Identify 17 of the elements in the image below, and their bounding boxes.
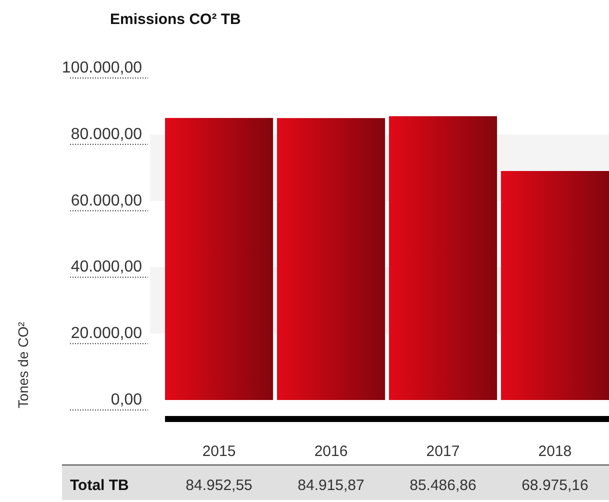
y-tick-label: 80.000,00 [70, 126, 142, 143]
y-axis-title: Tones de CO² [15, 321, 31, 408]
y-tick-label: 100.000,00 [62, 60, 142, 76]
y-tick-label: 20.000,00 [70, 325, 142, 342]
y-tick-label: 40.000,00 [70, 258, 142, 276]
text: Total TB [70, 477, 130, 494]
y-tick-label: 0,00 [110, 392, 142, 408]
chart-title: Emissions CO² TB [110, 11, 242, 28]
data-label: 68.975,16 [522, 477, 588, 494]
y-tick-label: 60.000,00 [70, 192, 142, 210]
data-label: 84.915,87 [298, 477, 364, 494]
x-tick-label: 2015 [202, 443, 236, 460]
data-label: 85.486,86 [410, 477, 476, 494]
x-tick-label: 2016 [314, 443, 348, 460]
data-label: 84.952,55 [186, 477, 252, 494]
x-tick-label: 2018 [538, 443, 572, 460]
x-tick-label: 2017 [426, 443, 460, 460]
